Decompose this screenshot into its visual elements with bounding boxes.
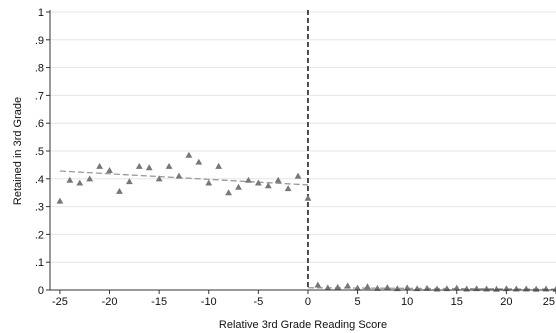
x-tick-label-1: -20: [102, 296, 118, 308]
data-point: [274, 176, 282, 183]
y-tick-label-5: .5: [35, 146, 44, 158]
data-point: [284, 185, 292, 192]
data-point: [215, 162, 223, 169]
y-axis-title: Retained in 3rd Grade: [12, 97, 24, 205]
data-point: [145, 164, 153, 171]
x-tick-label-10: 25: [543, 296, 555, 308]
x-tick-label-2: -15: [151, 296, 167, 308]
data-point: [235, 183, 242, 190]
x-tick-label-8: 15: [451, 296, 463, 308]
x-tick-label-9: 20: [500, 296, 512, 308]
data-point: [344, 282, 352, 289]
data-point: [324, 284, 332, 291]
data-point: [354, 284, 361, 291]
data-point: [66, 176, 74, 183]
x-tick-label-6: 5: [355, 296, 361, 308]
data-point: [245, 176, 252, 183]
y-tick-label-7: .7: [35, 90, 44, 102]
fit-line-0: [59, 170, 308, 186]
data-point: [453, 284, 461, 291]
x-tick-label-3: -10: [201, 296, 217, 308]
x-axis-title: Relative 3rd Grade Reading Score: [219, 319, 387, 331]
data-point: [264, 182, 272, 189]
data-point: [205, 179, 213, 186]
data-point: [195, 158, 203, 165]
data-point: [423, 284, 431, 291]
axes: 0 .1 .2 .3 .4 .5 .6 .7 .8 .9 1 -25 -20 -15 -10 -5 0 5 10 15…: [35, 7, 556, 308]
data-point: [225, 189, 232, 196]
data-point: [364, 283, 371, 290]
data-point: [383, 284, 391, 291]
data-point: [304, 194, 312, 201]
data-point: [314, 281, 322, 288]
data-point: [334, 283, 342, 290]
y-tick-label-8: .8: [35, 63, 44, 75]
data-point: [135, 162, 143, 169]
data-point: [175, 172, 183, 179]
data-point: [96, 162, 104, 169]
data-point: [86, 175, 94, 182]
data-point: [125, 178, 133, 185]
y-tick-label-6: .6: [35, 118, 44, 130]
data-point: [155, 175, 163, 182]
data-point: [294, 172, 302, 179]
x-tick-label-7: 10: [401, 296, 413, 308]
data-point: [106, 167, 113, 174]
x-tick-label-5: 0: [305, 296, 311, 308]
data-point: [403, 284, 411, 291]
y-tick-label-10: 1: [38, 7, 44, 19]
x-tick-label-0: -25: [52, 296, 68, 308]
x-tick-label-4: -5: [253, 296, 263, 308]
y-tick-label-2: .2: [35, 229, 44, 241]
y-tick-label-1: .1: [35, 257, 44, 269]
data-point: [116, 187, 123, 194]
y-tick-label-4: .4: [35, 174, 44, 186]
data-point: [254, 179, 262, 186]
data-point: [374, 284, 381, 291]
grid-lines: [50, 11, 556, 263]
y-tick-label-3: .3: [35, 202, 44, 214]
y-tick-label-9: .9: [35, 35, 44, 47]
data-point: [76, 179, 84, 186]
data-point: [185, 151, 193, 158]
y-tick-label-0: 0: [38, 285, 44, 297]
data-point: [165, 162, 173, 169]
data-point: [56, 197, 64, 204]
